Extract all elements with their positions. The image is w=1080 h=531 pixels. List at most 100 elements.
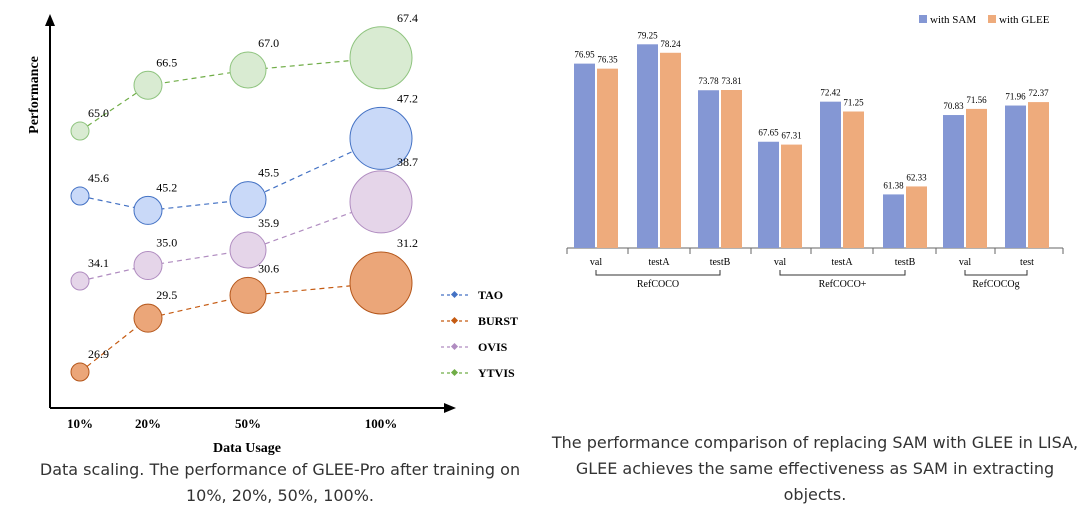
x-tick-label: 10%	[67, 416, 93, 431]
legend-marker	[450, 290, 459, 299]
lisa-comparison-chart: 76.95 79.25 73.78 67.65 72.42 61.38 70.83 71.96…	[566, 14, 1064, 290]
category-label: testA	[648, 257, 670, 268]
bar-sam	[820, 101, 841, 248]
x-axis-arrow	[444, 403, 456, 413]
legend-label: BURST	[478, 314, 518, 328]
bar-value-label: 73.78	[698, 76, 719, 86]
bar-sam	[637, 44, 658, 248]
group-bracket	[779, 270, 906, 276]
category-label: val	[774, 257, 786, 268]
value-label: 66.5	[156, 55, 177, 69]
bubble-ovis	[349, 170, 413, 234]
bar-value-label: 78.24	[660, 39, 681, 49]
caption-right: The performance comparison of replacing …	[551, 433, 1079, 504]
legend-label: with SAM	[930, 14, 976, 26]
value-label: 67.4	[397, 11, 418, 25]
x-axis-label: Data Usage	[213, 441, 281, 456]
bar-value-label: 76.95	[574, 50, 595, 60]
y-axis-label: Performance	[27, 56, 42, 134]
bar-sam	[758, 141, 779, 248]
bubble-ovis	[229, 231, 267, 269]
bar-sam	[698, 90, 719, 248]
y-axis-arrow	[45, 14, 55, 26]
legend-marker	[450, 368, 459, 377]
series-line-ytvis	[79, 57, 382, 132]
bar-glee	[843, 111, 864, 248]
category-label: val	[959, 257, 971, 268]
bubble-burst	[70, 362, 90, 382]
category-label: testA	[831, 257, 853, 268]
value-label: 38.7	[397, 155, 418, 169]
legend-swatch	[919, 15, 927, 23]
series-line-tao	[79, 137, 382, 212]
bar-value-label: 67.65	[758, 128, 779, 138]
bar-sam	[574, 63, 595, 249]
bar-value-label: 76.35	[597, 55, 618, 65]
legend-label: with GLEE	[999, 14, 1050, 26]
bar-value-label: 67.31	[781, 131, 801, 141]
legend-label: TAO	[478, 288, 503, 302]
value-label: 34.1	[88, 256, 109, 270]
value-label: 29.5	[156, 288, 177, 302]
bar-value-label: 72.37	[1028, 88, 1049, 98]
value-label: 65.0	[88, 106, 109, 120]
bubble-burst	[229, 276, 267, 314]
group-label: RefCOCOg	[972, 279, 1019, 290]
bubble-burst	[349, 251, 413, 315]
bubble-tao	[229, 181, 267, 219]
group-label: RefCOCO	[637, 279, 679, 290]
bar-glee	[660, 52, 681, 249]
bubble-ytvis	[133, 70, 163, 100]
bubble-ytvis	[70, 121, 90, 141]
value-label: 45.2	[156, 180, 177, 194]
category-label: test	[1020, 257, 1034, 268]
bar-sam	[883, 194, 904, 248]
legend-marker	[450, 342, 459, 351]
bar-value-label: 73.81	[721, 76, 741, 86]
legend-swatch	[988, 15, 996, 23]
group-bracket	[964, 270, 1028, 276]
group-label: RefCOCO+	[819, 279, 867, 290]
category-label: testB	[710, 257, 731, 268]
value-label: 35.9	[258, 216, 279, 230]
bar-value-label: 70.83	[943, 101, 964, 111]
series-line-ovis	[79, 201, 382, 282]
legend-label: OVIS	[478, 340, 508, 354]
bar-value-label: 79.25	[637, 30, 658, 40]
bar-glee	[906, 186, 927, 248]
caption-left: Data scaling. The performance of GLEE-Pr…	[39, 460, 521, 505]
bar-value-label: 61.38	[883, 180, 904, 190]
value-label: 30.6	[258, 261, 279, 275]
bar-glee	[721, 89, 742, 248]
bar-glee	[1028, 102, 1049, 248]
bar-sam	[1005, 105, 1026, 248]
bubble-tao	[133, 195, 163, 225]
bubble-ovis	[133, 251, 163, 281]
bar-value-label: 71.56	[966, 95, 987, 105]
bar-value-label: 71.25	[843, 98, 864, 108]
bubble-ovis	[70, 271, 90, 291]
category-label: val	[590, 257, 602, 268]
bubble-ytvis	[229, 51, 267, 89]
bubble-burst	[133, 303, 163, 333]
bubble-tao	[349, 106, 413, 170]
legend-marker	[450, 316, 459, 325]
bar-value-label: 62.33	[906, 172, 927, 182]
bar-glee	[597, 68, 618, 248]
series-line-burst	[79, 282, 382, 373]
value-label: 35.0	[156, 236, 177, 250]
bar-value-label: 71.96	[1005, 92, 1026, 102]
value-label: 26.9	[88, 347, 109, 361]
bubble-tao	[70, 186, 90, 206]
value-label: 47.2	[397, 91, 418, 105]
x-tick-label: 100%	[365, 416, 398, 431]
bar-sam	[943, 115, 964, 248]
value-label: 31.2	[397, 236, 418, 250]
group-bracket	[595, 270, 721, 276]
value-label: 45.5	[258, 166, 279, 180]
value-label: 67.0	[258, 36, 279, 50]
x-tick-label: 20%	[135, 416, 161, 431]
bar-glee	[966, 108, 987, 248]
bubble-ytvis	[349, 26, 413, 90]
legend-label: YTVIS	[478, 366, 515, 380]
